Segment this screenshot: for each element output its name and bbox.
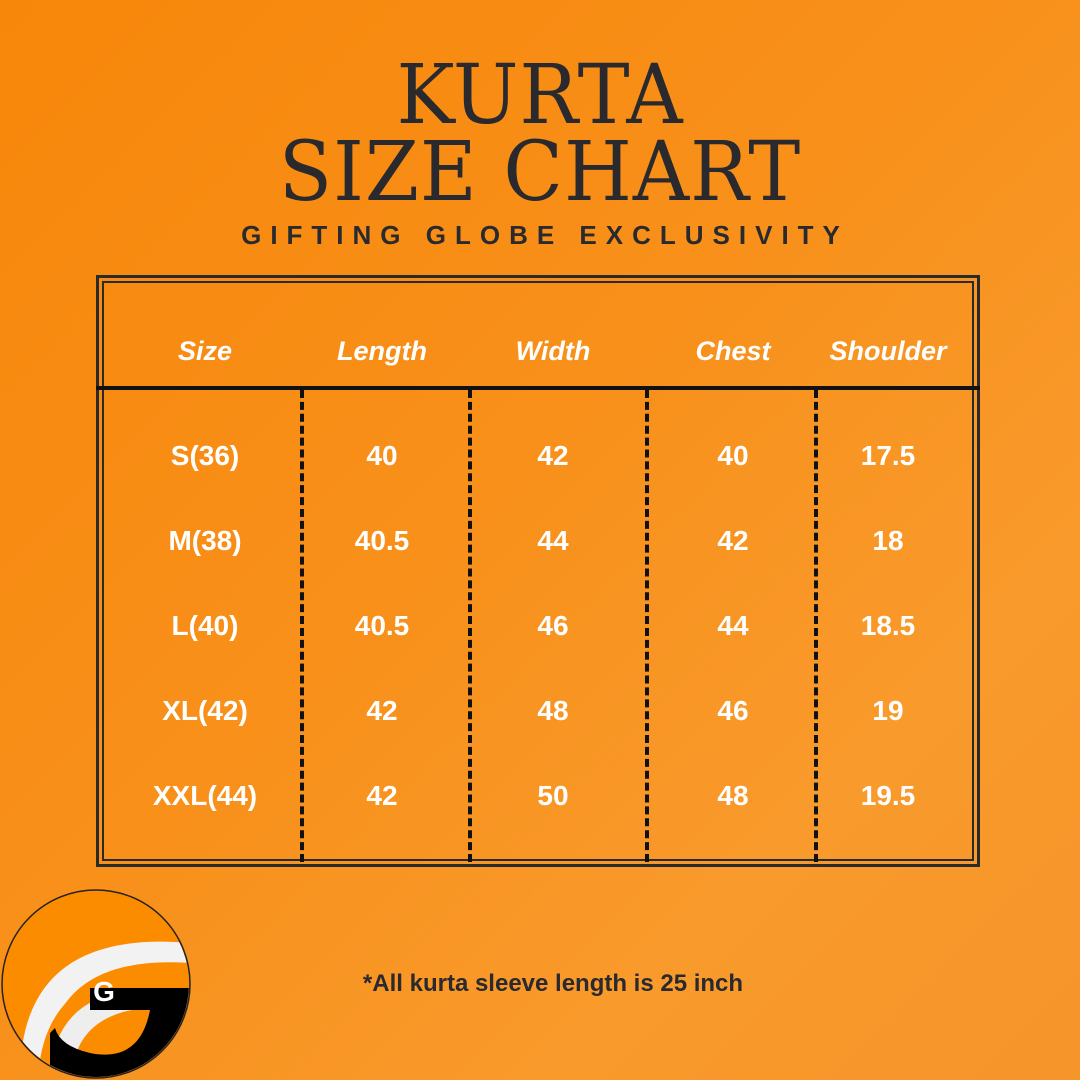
- table-cell: 42: [366, 780, 398, 811]
- table-cell: 42: [537, 440, 569, 471]
- column-divider: [300, 390, 304, 862]
- column-header-shoulder: Shoulder: [829, 336, 947, 366]
- size-table-border: [96, 275, 980, 867]
- title-line-2: SIZE CHART: [278, 125, 802, 220]
- table-cell: 44: [717, 610, 749, 641]
- table-cell: M(38): [168, 525, 242, 556]
- table-cell: 46: [717, 695, 749, 726]
- table-cell: L(40): [171, 610, 239, 641]
- column-divider: [814, 390, 818, 862]
- table-cell: 19.5: [860, 780, 916, 811]
- table-cell: 50: [537, 780, 569, 811]
- column-header-size: Size: [177, 336, 233, 366]
- logo-letter: G: [93, 976, 115, 1007]
- table-cell: 40.5: [354, 610, 410, 641]
- subtitle: GIFTING GLOBE EXCLUSIVITY: [241, 220, 849, 250]
- table-cell: S(36): [170, 440, 240, 471]
- table-cell: 40: [717, 440, 749, 471]
- table-cell: 46: [537, 610, 569, 641]
- table-cell: 40: [366, 440, 398, 471]
- table-cell: 18: [872, 525, 904, 556]
- table-cell: 19: [872, 695, 904, 726]
- gifting-globe-logo: G: [1, 889, 191, 1079]
- table-cell: 48: [717, 780, 749, 811]
- table-cell: 44: [537, 525, 569, 556]
- table-cell: 17.5: [860, 440, 916, 471]
- table-cell: 42: [717, 525, 749, 556]
- table-cell: 42: [366, 695, 398, 726]
- title-line-1: KURTA: [396, 48, 684, 143]
- table-cell: XXL(44): [152, 780, 258, 811]
- size-table-inner-border: [102, 281, 974, 861]
- header-divider: [96, 386, 980, 390]
- table-cell: 48: [537, 695, 569, 726]
- column-divider: [645, 390, 649, 862]
- table-cell: 40.5: [354, 525, 410, 556]
- column-header-length: Length: [337, 336, 427, 366]
- footnote: *All kurta sleeve length is 25 inch: [362, 970, 744, 997]
- column-header-chest: Chest: [695, 336, 771, 366]
- table-cell: 18.5: [860, 610, 916, 641]
- column-divider: [468, 390, 472, 862]
- column-header-width: Width: [515, 336, 591, 366]
- table-cell: XL(42): [162, 695, 248, 726]
